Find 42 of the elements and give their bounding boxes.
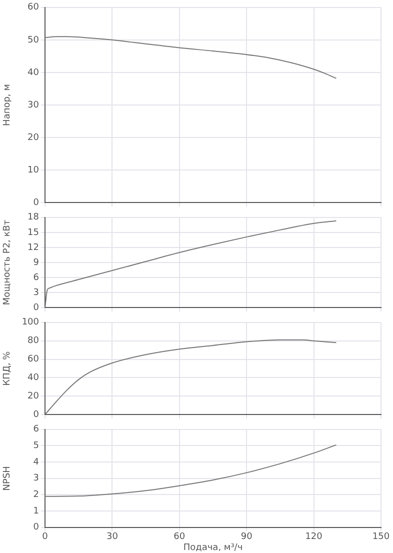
y-axis-title: NPSH bbox=[2, 466, 13, 491]
x-tick-label: 90 bbox=[240, 532, 253, 542]
y-tick-label: 0 bbox=[33, 410, 40, 420]
y-tick-label: 3 bbox=[33, 288, 39, 298]
x-tick-label: 150 bbox=[372, 532, 390, 542]
y-tick-label: 100 bbox=[22, 318, 40, 328]
y-tick-label: 60 bbox=[28, 354, 40, 365]
y-tick-label: 10 bbox=[28, 165, 40, 176]
y-axis-title: КПД, % bbox=[2, 350, 13, 386]
y-tick-label: 1 bbox=[33, 506, 39, 516]
y-tick-label: 0 bbox=[33, 198, 40, 208]
y-tick-label: 9 bbox=[33, 258, 40, 268]
y-tick-label: 4 bbox=[33, 457, 40, 468]
y-tick-label: 40 bbox=[28, 68, 40, 78]
x-tick-label: 30 bbox=[106, 532, 118, 542]
y-tick-label: 6 bbox=[33, 272, 40, 283]
y-tick-label: 20 bbox=[28, 392, 40, 402]
y-tick-label: 15 bbox=[28, 228, 39, 238]
y-tick-label: 30 bbox=[28, 100, 40, 110]
y-tick-label: 18 bbox=[28, 212, 40, 223]
y-tick-label: 0 bbox=[33, 302, 40, 313]
y-tick-label: 40 bbox=[28, 373, 40, 384]
x-axis-title: Подача, м³/ч bbox=[183, 542, 243, 553]
x-tick-label: 120 bbox=[305, 532, 323, 542]
line-series bbox=[45, 444, 337, 497]
x-tick-label: 60 bbox=[174, 532, 186, 542]
y-tick-label: 12 bbox=[28, 242, 39, 253]
y-tick-label: 2 bbox=[33, 490, 39, 500]
line-series bbox=[45, 36, 337, 79]
y-tick-label: 80 bbox=[28, 336, 40, 346]
y-tick-label: 0 bbox=[33, 522, 40, 533]
y-tick-label: 20 bbox=[28, 132, 40, 143]
line-series bbox=[45, 220, 337, 308]
y-tick-label: 50 bbox=[28, 35, 40, 46]
y-tick-label: 6 bbox=[33, 424, 40, 435]
line-series bbox=[45, 339, 337, 415]
y-tick-label: 3 bbox=[33, 474, 39, 484]
y-axis-title: Напор, м bbox=[2, 84, 13, 126]
y-axis-title: Мощность P2, кВт bbox=[2, 220, 13, 306]
x-tick-label: 0 bbox=[42, 532, 48, 542]
y-tick-label: 5 bbox=[33, 441, 39, 452]
y-tick-label: 60 bbox=[28, 2, 40, 13]
